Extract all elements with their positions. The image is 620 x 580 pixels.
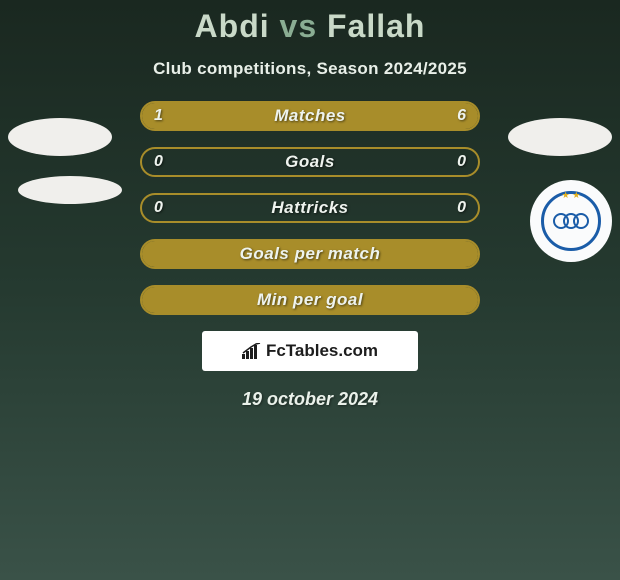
bar-value-left: 1 bbox=[154, 107, 163, 125]
club-stars-icon: ★ ★ bbox=[562, 190, 581, 201]
stat-bars: 1 6 Matches 0 0 Goals 0 0 Hattricks Goals per mat… bbox=[140, 101, 480, 315]
bar-label: Goals bbox=[285, 152, 335, 172]
player-a-photo-2 bbox=[18, 176, 122, 204]
vs-label: vs bbox=[280, 8, 318, 44]
bar-value-right: 0 bbox=[457, 199, 466, 217]
stat-bar: 0 0 Hattricks bbox=[140, 193, 480, 223]
stat-bar: Goals per match bbox=[140, 239, 480, 269]
club-logo: ★ ★ bbox=[530, 180, 612, 262]
bar-fill-left bbox=[142, 103, 190, 129]
club-logo-inner: ★ ★ bbox=[541, 191, 601, 251]
player-a-photo-1 bbox=[8, 118, 112, 156]
bar-value-right: 6 bbox=[457, 107, 466, 125]
player-b-photo bbox=[508, 118, 612, 156]
brand-bars-icon bbox=[242, 343, 262, 359]
bar-label: Min per goal bbox=[257, 290, 363, 310]
date-label: 19 october 2024 bbox=[0, 389, 620, 410]
bar-label: Matches bbox=[274, 106, 346, 126]
stat-bar: 0 0 Goals bbox=[140, 147, 480, 177]
bar-value-left: 0 bbox=[154, 199, 163, 217]
subtitle: Club competitions, Season 2024/2025 bbox=[0, 59, 620, 79]
club-rings-icon bbox=[553, 212, 589, 230]
player-a-name: Abdi bbox=[195, 8, 270, 44]
brand-text: FcTables.com bbox=[266, 341, 378, 361]
stat-bar: Min per goal bbox=[140, 285, 480, 315]
bar-label: Hattricks bbox=[271, 198, 348, 218]
player-b-name: Fallah bbox=[327, 8, 425, 44]
bar-label: Goals per match bbox=[240, 244, 381, 264]
bar-value-right: 0 bbox=[457, 153, 466, 171]
stat-bar: 1 6 Matches bbox=[140, 101, 480, 131]
bar-value-left: 0 bbox=[154, 153, 163, 171]
brand-badge: FcTables.com bbox=[202, 331, 418, 371]
page-title: Abdi vs Fallah bbox=[0, 0, 620, 45]
